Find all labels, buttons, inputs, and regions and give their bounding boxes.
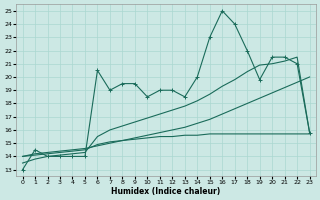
X-axis label: Humidex (Indice chaleur): Humidex (Indice chaleur) (111, 187, 221, 196)
